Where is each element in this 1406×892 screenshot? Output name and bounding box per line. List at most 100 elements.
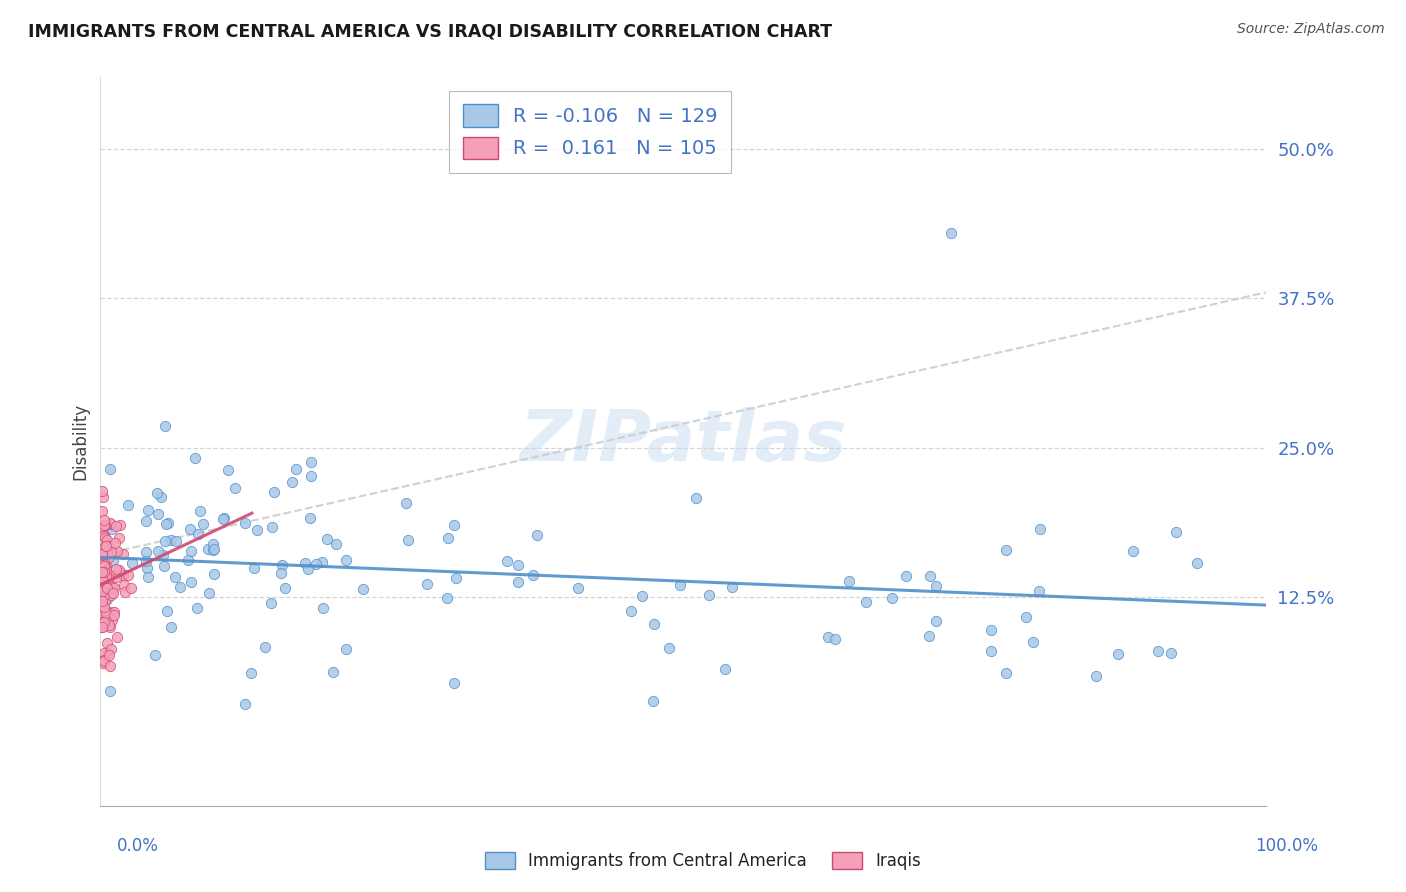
- Point: [90, 592, 112, 607]
- Point: [941, 226, 963, 240]
- Point: [90, 582, 112, 597]
- Point: [153, 558, 176, 573]
- Point: [107, 563, 129, 577]
- Point: [91, 586, 114, 600]
- Point: [1084, 669, 1107, 683]
- Point: [108, 531, 131, 545]
- Point: [260, 596, 283, 610]
- Point: [117, 568, 139, 582]
- Point: [180, 575, 202, 590]
- Point: [270, 566, 292, 580]
- Point: [90, 574, 112, 588]
- Point: [93, 588, 115, 602]
- Point: [100, 588, 122, 602]
- Point: [91, 574, 114, 589]
- Point: [94, 580, 117, 594]
- Point: [105, 570, 128, 584]
- Point: [1160, 646, 1182, 660]
- Point: [120, 581, 142, 595]
- Point: [1187, 556, 1209, 570]
- Point: [298, 511, 321, 525]
- Point: [135, 553, 157, 567]
- Point: [335, 553, 357, 567]
- Point: [96, 533, 118, 547]
- Point: [98, 462, 121, 476]
- Point: [105, 631, 128, 645]
- Point: [90, 597, 112, 611]
- Point: [1028, 584, 1050, 599]
- Point: [239, 666, 262, 681]
- Point: [93, 615, 115, 629]
- Text: ZIPatlas: ZIPatlas: [520, 407, 846, 476]
- Point: [98, 540, 121, 554]
- Point: [96, 581, 118, 595]
- Point: [111, 547, 134, 561]
- Point: [90, 558, 112, 573]
- Point: [880, 591, 903, 606]
- Point: [90, 556, 112, 570]
- Point: [91, 557, 114, 571]
- Point: [103, 605, 125, 619]
- Point: [96, 544, 118, 558]
- Point: [105, 544, 128, 558]
- Point: [97, 618, 120, 632]
- Point: [697, 588, 720, 602]
- Point: [312, 601, 335, 615]
- Point: [224, 481, 246, 495]
- Point: [165, 570, 187, 584]
- Point: [91, 657, 114, 671]
- Point: [299, 455, 322, 469]
- Point: [669, 578, 692, 592]
- Point: [305, 557, 328, 571]
- Point: [212, 511, 235, 525]
- Point: [135, 514, 157, 528]
- Point: [1122, 544, 1144, 558]
- Point: [335, 641, 357, 656]
- Point: [93, 653, 115, 667]
- Point: [90, 620, 112, 634]
- Point: [160, 533, 183, 547]
- Point: [97, 571, 120, 585]
- Point: [136, 502, 159, 516]
- Point: [1029, 522, 1052, 536]
- Point: [96, 573, 118, 587]
- Point: [281, 475, 304, 489]
- Text: 100.0%: 100.0%: [1256, 837, 1317, 855]
- Point: [437, 531, 460, 545]
- Point: [233, 697, 256, 711]
- Point: [103, 582, 125, 596]
- Point: [197, 541, 219, 556]
- Point: [274, 581, 297, 595]
- Point: [98, 516, 121, 530]
- Point: [96, 569, 118, 583]
- Point: [311, 555, 333, 569]
- Point: [93, 513, 115, 527]
- Point: [91, 565, 114, 579]
- Point: [100, 516, 122, 531]
- Point: [94, 531, 117, 545]
- Point: [925, 614, 948, 628]
- Point: [96, 636, 118, 650]
- Point: [980, 623, 1002, 637]
- Point: [93, 646, 115, 660]
- Point: [114, 585, 136, 599]
- Point: [817, 630, 839, 644]
- Point: [121, 556, 143, 570]
- Point: [135, 561, 157, 575]
- Point: [105, 562, 128, 576]
- Point: [980, 644, 1002, 658]
- Point: [90, 542, 112, 557]
- Point: [101, 522, 124, 536]
- Point: [91, 581, 114, 595]
- Point: [294, 557, 316, 571]
- Point: [94, 518, 117, 533]
- Point: [443, 517, 465, 532]
- Point: [855, 595, 877, 609]
- Point: [152, 548, 174, 562]
- Point: [97, 648, 120, 662]
- Point: [925, 579, 948, 593]
- Point: [100, 545, 122, 559]
- Point: [91, 571, 114, 585]
- Point: [94, 594, 117, 608]
- Point: [184, 451, 207, 466]
